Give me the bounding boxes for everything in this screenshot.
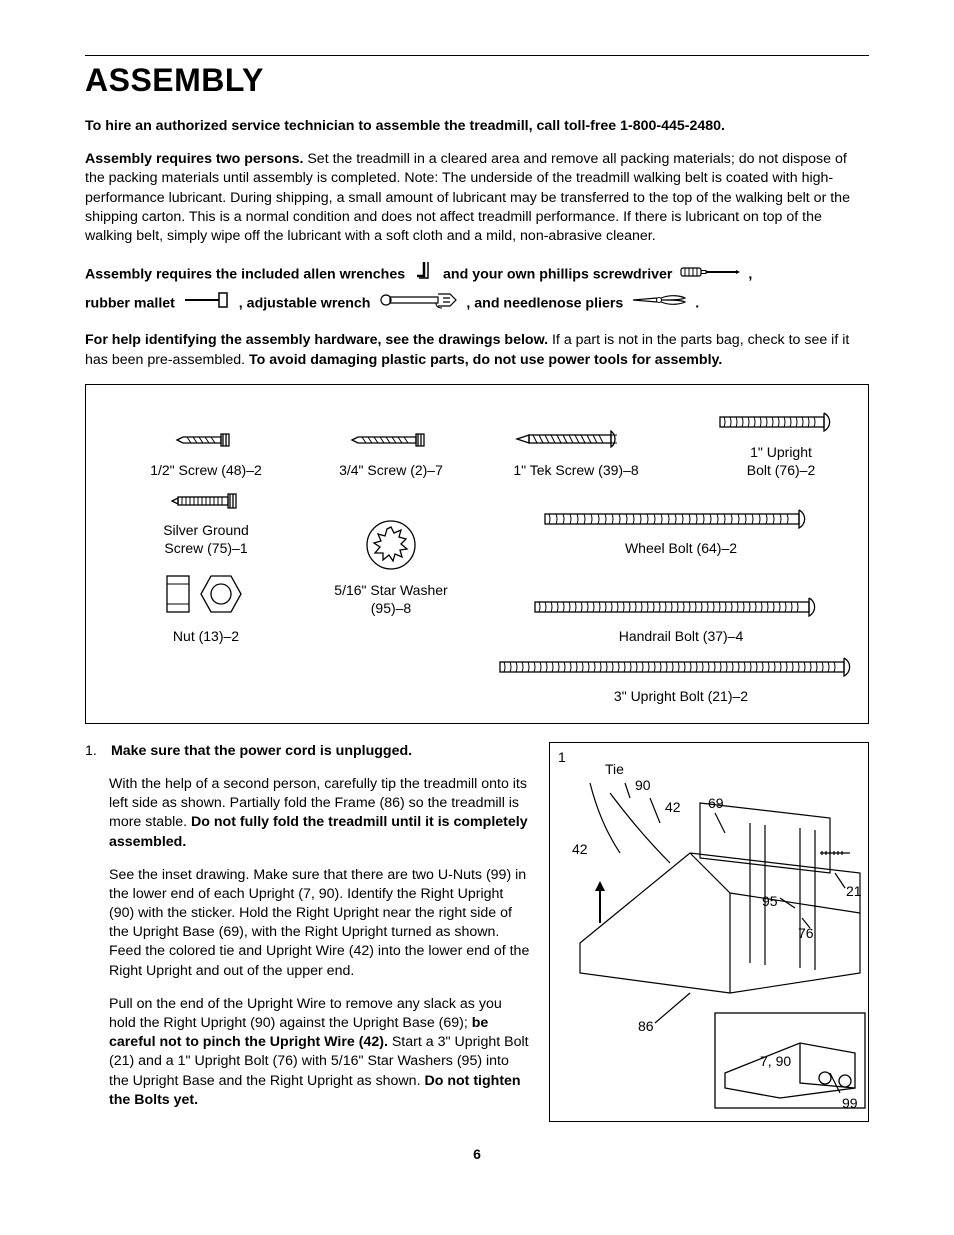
tools-seg-1: Assembly requires the included allen wre… (85, 267, 405, 283)
hw-label-line2: Screw (75)–1 (164, 540, 247, 556)
figure-label-76: 76 (798, 925, 814, 941)
hardware-help-line: For help identifying the assembly hardwa… (85, 331, 869, 369)
figure-label-99: 99 (842, 1095, 858, 1111)
hw-label: Handrail Bolt (37)–4 (619, 628, 744, 644)
figure-label-42: 42 (665, 799, 681, 815)
tools-seg-4: , adjustable wrench (239, 295, 371, 311)
tools-period: . (695, 295, 699, 311)
tools-seg-2: and your own phillips screwdriver (443, 267, 672, 283)
hw-nut: Nut (13)–2 (161, 566, 251, 645)
allen-wrench-icon (413, 260, 435, 290)
bolt-icon (716, 407, 846, 437)
tools-seg-5: , and needlenose pliers (466, 295, 623, 311)
phillips-screwdriver-icon (680, 264, 740, 287)
step-1-p2: See the inset drawing. Make sure that th… (109, 866, 531, 981)
hw-label: Wheel Bolt (64)–2 (625, 540, 737, 556)
needlenose-pliers-icon (631, 292, 687, 315)
star-washer-icon (361, 515, 421, 575)
adjustable-wrench-icon (378, 290, 458, 318)
hw-half-inch-screw: 1/2" Screw (48)–2 (150, 425, 262, 479)
figure-label-90: 90 (635, 777, 651, 793)
hw-label: Nut (13)–2 (173, 628, 239, 644)
step-1-row: 1. Make sure that the power cord is unpl… (85, 742, 869, 1124)
figure-label-21: 21 (846, 883, 862, 899)
hw-help-lead: For help identifying the assembly hardwa… (85, 332, 548, 348)
hw-label-line1: Silver Ground (163, 522, 249, 538)
hardware-box: 1/2" Screw (48)–2 3/4" Screw (2)–7 (85, 384, 869, 724)
hw-upright-bolt-3in: 3" Upright Bolt (21)–2 (496, 653, 866, 705)
tools-comma-1: , (748, 267, 752, 283)
page-number: 6 (85, 1146, 869, 1162)
hw-handrail-bolt: Handrail Bolt (37)–4 (531, 593, 831, 645)
hw-label-line1: 1" Upright (750, 444, 812, 460)
top-rule (85, 55, 869, 56)
intro-callout: To hire an authorized service technician… (85, 117, 869, 136)
ground-screw-icon (166, 487, 246, 515)
screw-icon (171, 425, 241, 455)
tools-seg-3: rubber mallet (85, 295, 175, 311)
hw-ground-screw: Silver Ground Screw (75)–1 (163, 487, 249, 557)
hw-three-quarter-screw: 3/4" Screw (2)–7 (339, 425, 443, 479)
step-1-p3a: Pull on the end of the Upright Wire to r… (109, 996, 502, 1031)
step-number: 1. (85, 742, 107, 761)
rubber-mallet-icon (183, 291, 231, 317)
hw-label-line2: (95)–8 (371, 600, 411, 616)
hw-label: 3" Upright Bolt (21)–2 (614, 688, 748, 704)
figure-label-tie: Tie (605, 761, 624, 777)
hw-label: 3/4" Screw (2)–7 (339, 462, 443, 478)
tek-screw-icon (511, 423, 641, 455)
bolt-icon (541, 505, 821, 533)
step-1-text: 1. Make sure that the power cord is unpl… (85, 742, 531, 1124)
step-1-figure: 1 (549, 742, 869, 1122)
step-1-head: Make sure that the power cord is unplugg… (111, 743, 412, 759)
hw-label: 1/2" Screw (48)–2 (150, 462, 262, 478)
figure-label-86: 86 (638, 1018, 654, 1034)
hw-help-tail: To avoid damaging plastic parts, do not … (249, 352, 722, 368)
figure-label-95: 95 (762, 893, 778, 909)
hw-label-line2: Bolt (76)–2 (747, 462, 815, 478)
tools-line: Assembly requires the included allen wre… (85, 260, 869, 317)
hw-label-line1: 5/16" Star Washer (334, 582, 447, 598)
bolt-icon (531, 593, 831, 621)
figure-label-790: 7, 90 (760, 1053, 791, 1069)
page-title: ASSEMBLY (85, 62, 869, 99)
page: ASSEMBLY To hire an authorized service t… (0, 0, 954, 1202)
figure-label-42b: 42 (572, 841, 588, 857)
hw-upright-bolt-1in: 1" Upright Bolt (76)–2 (716, 407, 846, 479)
hw-tek-screw: 1" Tek Screw (39)–8 (511, 423, 641, 479)
hw-star-washer: 5/16" Star Washer (95)–8 (334, 515, 447, 617)
bolt-icon (496, 653, 866, 681)
hw-label: 1" Tek Screw (39)–8 (513, 462, 638, 478)
figure-label-69: 69 (708, 795, 724, 811)
nut-icon (161, 566, 251, 621)
hw-wheel-bolt: Wheel Bolt (64)–2 (541, 505, 821, 557)
screw-icon (346, 425, 436, 455)
intro-lead: Assembly requires two persons. (85, 151, 303, 167)
intro-paragraph: Assembly requires two persons. Set the t… (85, 150, 869, 246)
